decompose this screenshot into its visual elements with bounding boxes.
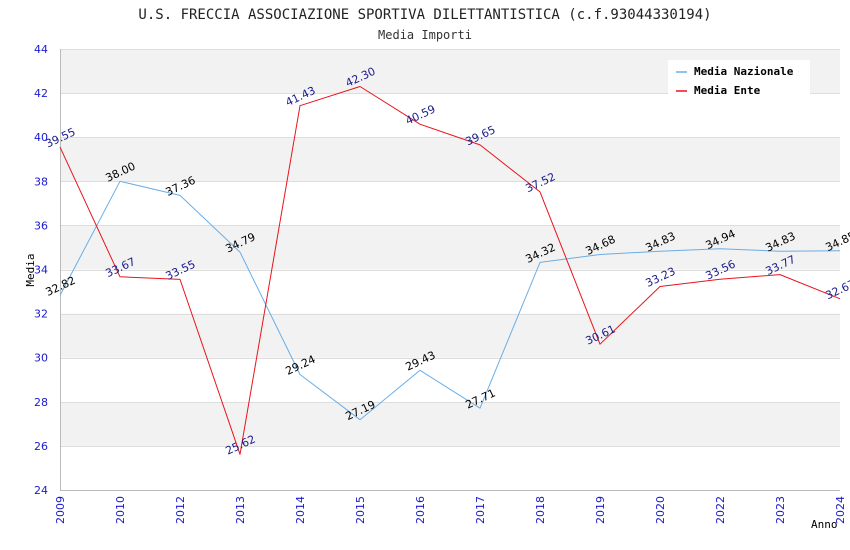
chart-title: U.S. FRECCIA ASSOCIAZIONE SPORTIVA DILET… <box>138 7 711 23</box>
legend-label-media-ente: Media Ente <box>694 84 761 97</box>
x-tick-label: 2020 <box>654 496 667 524</box>
x-tick-label: 2015 <box>354 496 367 524</box>
series-line-media-ente <box>59 86 841 455</box>
plot-band <box>60 93 840 138</box>
x-tick-label: 2010 <box>114 496 127 524</box>
y-tick-label: 36 <box>34 219 48 232</box>
x-tick-label: 2009 <box>54 496 67 524</box>
plot-band <box>60 313 840 358</box>
legend: Media Nazionale Media Ente <box>668 60 810 98</box>
chart-subtitle: Media Importi <box>378 28 472 42</box>
y-tick-labels: 24 26 28 30 32 34 36 38 40 42 44 <box>34 43 48 497</box>
y-tick-label: 38 <box>34 175 48 188</box>
plot-band <box>60 445 840 490</box>
legend-label-media-nazionale: Media Nazionale <box>694 65 794 78</box>
series-group <box>59 86 841 455</box>
x-tick-label: 2024 <box>834 496 847 524</box>
x-tick-label: 2019 <box>594 496 607 524</box>
x-tick-label: 2023 <box>774 496 787 524</box>
x-tick-label: 2022 <box>714 496 727 524</box>
x-tick-labels: 2009 2010 2012 2013 2014 2015 2016 2017 2018 2019… <box>54 496 847 524</box>
plot-band <box>60 225 840 270</box>
plot-band <box>60 401 840 446</box>
y-tick-label: 32 <box>34 308 48 321</box>
y-tick-label: 30 <box>34 352 48 365</box>
x-axis-label: Anno <box>811 518 838 531</box>
y-tick-label: 24 <box>34 484 48 497</box>
x-tick-label: 2016 <box>414 496 427 524</box>
x-tick-label: 2012 <box>174 496 187 524</box>
legend-box <box>668 60 810 98</box>
y-axis-label: Media <box>24 253 37 286</box>
y-tick-label: 44 <box>34 43 48 56</box>
x-tick-label: 2013 <box>234 496 247 524</box>
y-tick-label: 42 <box>34 87 48 100</box>
series-line-media-nazionale <box>59 180 841 421</box>
y-tick-label: 34 <box>34 264 48 277</box>
y-tick-label: 40 <box>34 131 48 144</box>
y-tick-label: 26 <box>34 440 48 453</box>
plot-band <box>60 269 840 314</box>
plot-band <box>60 357 840 402</box>
plot-band <box>60 181 840 226</box>
x-tick-label: 2017 <box>474 496 487 524</box>
x-tick-label: 2018 <box>534 496 547 524</box>
plot-band <box>60 137 840 182</box>
y-tick-label: 28 <box>34 396 48 409</box>
x-tick-label: 2014 <box>294 496 307 524</box>
plot-background-bands <box>60 49 840 490</box>
